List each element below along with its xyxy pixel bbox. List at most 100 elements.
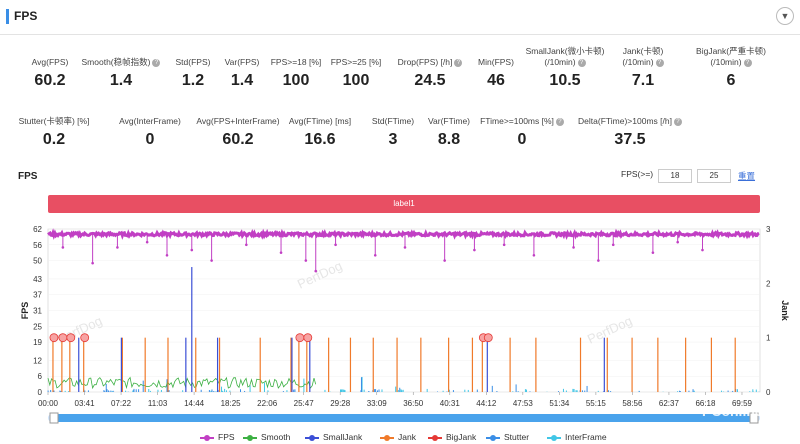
fps-dip-point — [165, 253, 169, 257]
legend-label: InterFrame — [565, 432, 607, 442]
stat-value: 60.2 — [34, 72, 66, 89]
watermark: PerfDog — [295, 258, 345, 292]
legend-item-interframe[interactable]: InterFrame — [547, 432, 607, 442]
stat-label-text: Min(FPS) — [478, 57, 514, 67]
stat-r2-0: Stutter(卡顿率) [%] 0.2 — [0, 116, 109, 149]
x-tick-label: 00:00 — [38, 399, 59, 408]
right-tick-label: 3 — [766, 225, 771, 234]
legend-swatch-icon — [380, 434, 394, 441]
right-tick-label: 2 — [766, 279, 771, 288]
y-tick-label: 50 — [33, 257, 42, 266]
fps-dip-point — [314, 269, 318, 273]
chart-legend: FPS Smooth SmallJank Jank BigJank Stutter Inte… — [0, 432, 800, 444]
legend-item-bigjank[interactable]: BigJank — [428, 432, 476, 442]
x-tick-label: 44:12 — [476, 399, 497, 408]
stat-value: 100 — [342, 72, 370, 89]
section-header: FPS ▼ — [0, 0, 800, 35]
stat-value: 0.2 — [42, 131, 66, 148]
stat-label-text: Avg(InterFrame) — [119, 116, 181, 126]
y-tick-label: 31 — [33, 307, 42, 316]
fps-dip-point — [611, 243, 615, 247]
stat-label-text: Var(FTime) — [427, 116, 471, 126]
stat-label-text: Smooth(稳帧指数) — [81, 57, 151, 67]
stat-value: 16.6 — [304, 131, 336, 148]
stat-r2-7: Delta(FTime)>100ms [/h]? 37.5 — [575, 116, 685, 149]
legend-label: FPS — [218, 432, 235, 442]
x-tick-label: 51:34 — [549, 399, 570, 408]
label-bar[interactable]: label1 — [48, 195, 760, 213]
legend-item-fps[interactable]: FPS — [200, 432, 235, 442]
x-tick-label: 18:25 — [221, 399, 242, 408]
stat-value: 6 — [726, 72, 736, 89]
time-scrollbar-range[interactable] — [58, 414, 750, 422]
legend-label: Jank — [398, 432, 416, 442]
stat-value: 46 — [487, 72, 505, 89]
chevron-down-icon[interactable]: ▼ — [776, 7, 794, 25]
stat-label-text: Std(FPS) — [175, 57, 211, 67]
fps-dip-point — [91, 261, 94, 265]
stat-label: FPS>=25 [%] — [301, 57, 411, 68]
x-tick-label: 55:15 — [586, 399, 607, 408]
help-icon[interactable]: ? — [555, 117, 564, 126]
fps-dip-point — [210, 259, 213, 262]
right-axis-label: Jank — [780, 300, 790, 322]
help-icon[interactable]: ? — [454, 58, 463, 67]
fps-dip-point — [701, 248, 704, 252]
fps-dip-point — [502, 243, 506, 247]
stat-r1-9: Jank(卡顿) (/10min)? 7.1 — [588, 46, 698, 90]
stat-value: 10.5 — [549, 72, 581, 89]
fps-threshold-input-1[interactable]: 18 — [658, 169, 692, 183]
legend-item-jank[interactable]: Jank — [380, 432, 416, 442]
bigjank-point — [303, 333, 313, 343]
fps-threshold-input-2[interactable]: 25 — [697, 169, 731, 183]
scroll-handle-right[interactable] — [749, 412, 759, 424]
legend-swatch-icon — [428, 434, 442, 441]
fps-dip-point — [116, 246, 119, 249]
help-icon[interactable]: ? — [152, 58, 161, 67]
fps-dip-point — [572, 246, 575, 249]
legend-item-stutter[interactable]: Stutter — [486, 432, 529, 442]
legend-item-smalljank[interactable]: SmallJank — [305, 432, 362, 442]
bigjank-point — [66, 333, 76, 343]
stat-r1-7: Min(FPS) 46 — [441, 57, 551, 90]
scroll-handle-left[interactable] — [49, 412, 59, 424]
help-icon[interactable]: ? — [655, 58, 664, 67]
stat-label: Min(FPS) — [441, 57, 551, 68]
x-tick-label: 03:41 — [75, 399, 96, 408]
stat-r2-1: Avg(InterFrame) 0 — [95, 116, 205, 149]
legend-swatch-icon — [243, 434, 257, 441]
stat-label: Avg(InterFrame) — [95, 116, 205, 127]
stat-r2-3: Avg(FTime) [ms] 16.6 — [265, 116, 375, 149]
header-accent — [6, 9, 9, 24]
fps-dip-point — [145, 240, 149, 244]
legend-swatch-icon — [547, 434, 561, 441]
bigjank-point — [58, 333, 68, 343]
help-icon[interactable]: ? — [577, 58, 586, 67]
stat-label-text: Drop(FPS) [/h] — [397, 57, 453, 67]
stat-label: BigJank(严重卡顿) (/10min)? — [676, 46, 786, 68]
section-title: FPS — [14, 9, 38, 23]
stat-value: 37.5 — [614, 131, 646, 148]
stat-label-text: FTime>=100ms [%] — [480, 116, 554, 126]
bigjank-point — [295, 333, 305, 343]
x-tick-label: 69:59 — [732, 399, 753, 408]
bigjank-point — [49, 333, 59, 343]
stat-label-text: Avg(FPS+InterFrame) — [196, 116, 280, 126]
legend-item-smooth[interactable]: Smooth — [243, 432, 290, 442]
help-icon[interactable]: ? — [743, 58, 752, 67]
stat-r1-2: Std(FPS) 1.2 — [138, 57, 248, 90]
x-tick-label: 07:22 — [111, 399, 132, 408]
stat-label-text: SmallJank(微小卡顿) — [525, 46, 605, 56]
stat-label-text: Delta(FTime)>100ms [/h] — [578, 116, 672, 126]
legend-swatch-icon — [305, 434, 319, 441]
reset-link[interactable]: 重置 — [738, 171, 756, 181]
fps-dip-point — [190, 248, 194, 252]
stat-r2-4: Std(FTime) 3 — [338, 116, 448, 149]
legend-label: Stutter — [504, 432, 530, 442]
stat-r2-5: Var(FTime) 8.8 — [394, 116, 504, 149]
fps-threshold-label: FPS(>=) — [621, 169, 654, 179]
x-tick-label: 40:31 — [440, 399, 461, 408]
help-icon[interactable]: ? — [673, 117, 682, 126]
x-tick-label: 14:44 — [184, 399, 205, 408]
